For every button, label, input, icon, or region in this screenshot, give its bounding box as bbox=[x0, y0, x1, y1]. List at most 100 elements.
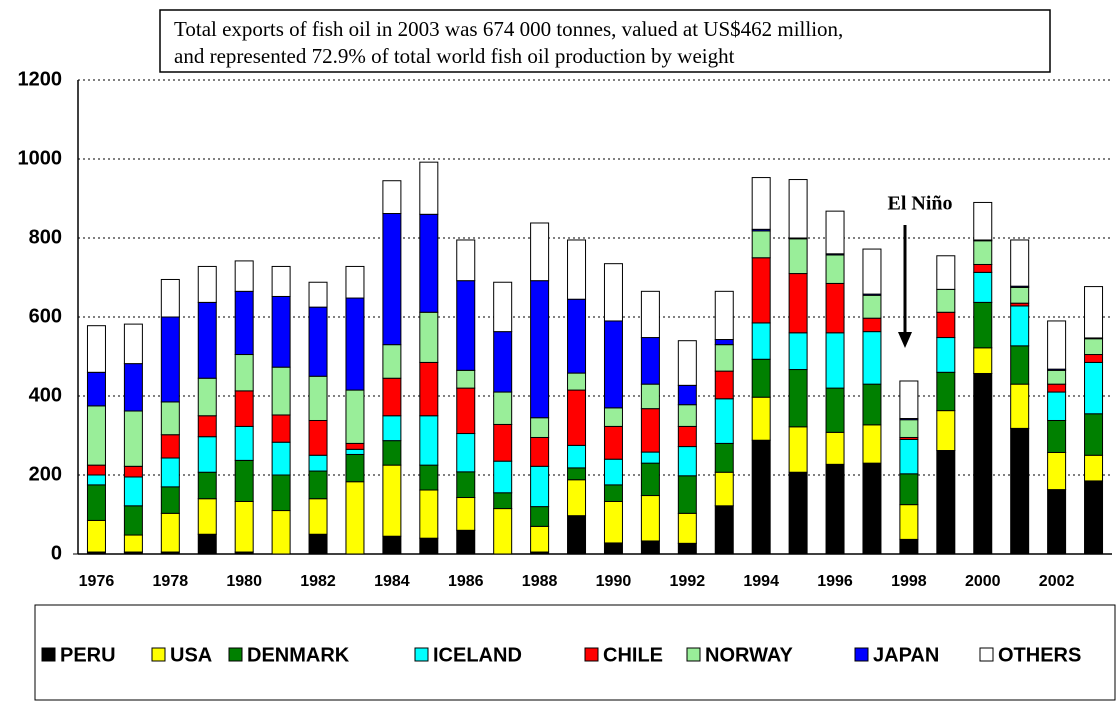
legend-swatch bbox=[854, 647, 869, 662]
bar-segment bbox=[123, 410, 143, 467]
bar-segment bbox=[419, 489, 439, 539]
bar-segment bbox=[862, 317, 882, 333]
x-tick-label: 1990 bbox=[596, 573, 632, 590]
bar-segment bbox=[1047, 383, 1067, 393]
bar-segment bbox=[345, 448, 365, 455]
bar-segment bbox=[899, 380, 919, 420]
legend-swatch bbox=[151, 647, 166, 662]
bar-segment bbox=[1047, 391, 1067, 421]
x-tick-label: 1998 bbox=[891, 573, 927, 590]
bar-segment bbox=[493, 460, 513, 494]
bar-segment bbox=[123, 363, 143, 412]
bar-segment bbox=[86, 484, 106, 521]
legend-label: JAPAN bbox=[873, 644, 939, 666]
bar-segment bbox=[234, 260, 254, 292]
bar-segment bbox=[382, 213, 402, 346]
bar-segment bbox=[419, 415, 439, 466]
bar-segment bbox=[493, 508, 513, 555]
bar-segment bbox=[493, 391, 513, 425]
bar-segment bbox=[197, 415, 217, 438]
bar-segment bbox=[308, 454, 328, 472]
bar-segment bbox=[1047, 451, 1067, 491]
bar-segment bbox=[973, 240, 993, 265]
bar-segment bbox=[456, 433, 476, 473]
bar-segment bbox=[456, 280, 476, 371]
bar-segment bbox=[936, 255, 956, 290]
bar-segment bbox=[493, 492, 513, 510]
bar-segment bbox=[271, 474, 291, 512]
bar-segment bbox=[234, 354, 254, 392]
x-tick-label: 1980 bbox=[226, 573, 262, 590]
bar-segment bbox=[1010, 383, 1030, 429]
bar-segment bbox=[456, 497, 476, 531]
bar-segment bbox=[788, 273, 808, 334]
bar-segment bbox=[234, 500, 254, 553]
bar-segment bbox=[788, 179, 808, 239]
bar-segment bbox=[86, 325, 106, 373]
legend-box bbox=[34, 604, 1116, 701]
bar-segment bbox=[603, 263, 623, 322]
bar-segment bbox=[493, 281, 513, 333]
bar-segment bbox=[271, 510, 291, 555]
bar-segment bbox=[456, 369, 476, 389]
bar-segment bbox=[493, 423, 513, 462]
bar-segment bbox=[197, 377, 217, 417]
bar-segment bbox=[530, 436, 550, 467]
bar-segment bbox=[751, 396, 771, 441]
bar-segment bbox=[197, 471, 217, 500]
bar-segment bbox=[1047, 419, 1067, 453]
bar-segment bbox=[567, 444, 587, 469]
bar-segment bbox=[1084, 480, 1104, 555]
legend-swatch bbox=[41, 647, 56, 662]
bar-segment bbox=[973, 301, 993, 349]
bar-segment bbox=[234, 459, 254, 502]
bar-segment bbox=[567, 515, 587, 555]
bar-segment bbox=[345, 481, 365, 555]
legend-swatch bbox=[414, 647, 429, 662]
bar-segment bbox=[862, 294, 882, 319]
y-tick-label: 200 bbox=[29, 463, 62, 485]
bar-segment bbox=[936, 337, 956, 373]
bar-segment bbox=[308, 533, 328, 555]
bar-segment bbox=[530, 417, 550, 438]
bar-segment bbox=[1084, 361, 1104, 415]
bar-segment bbox=[382, 464, 402, 537]
bar-segment bbox=[751, 358, 771, 398]
bar-segment bbox=[160, 278, 180, 318]
bar-segment bbox=[308, 498, 328, 535]
bar-segment bbox=[936, 311, 956, 339]
bar-segment bbox=[973, 263, 993, 273]
x-tick-label: 1994 bbox=[743, 573, 779, 590]
legend-swatch bbox=[584, 647, 599, 662]
bar-segment bbox=[825, 431, 845, 465]
bar-segment bbox=[751, 322, 771, 360]
bar-segment bbox=[345, 389, 365, 444]
bar-segment bbox=[308, 306, 328, 377]
bar-segment bbox=[382, 377, 402, 417]
bar-segment bbox=[1084, 454, 1104, 482]
bar-segment bbox=[862, 462, 882, 555]
bar-segment bbox=[197, 301, 217, 379]
bar-segment bbox=[862, 331, 882, 385]
x-tick-label: 1996 bbox=[817, 573, 853, 590]
bar-segment bbox=[899, 438, 919, 475]
bar-segment bbox=[603, 425, 623, 460]
bar-segment bbox=[1010, 345, 1030, 385]
bar-segment bbox=[973, 372, 993, 555]
bar-segment bbox=[677, 425, 697, 448]
bar-segment bbox=[714, 471, 734, 507]
bar-segment bbox=[603, 500, 623, 544]
bar-segment bbox=[419, 161, 439, 215]
plot: 0 200 400 600 800 1000 1200 1976 1978 1980 1982 198… bbox=[18, 68, 1112, 666]
x-tick-label: 1988 bbox=[522, 573, 558, 590]
bar-segment bbox=[123, 323, 143, 365]
bar-segment bbox=[567, 467, 587, 481]
bar-segment bbox=[160, 434, 180, 459]
bar-segment bbox=[714, 370, 734, 400]
bar-segment bbox=[567, 298, 587, 374]
bar-segment bbox=[382, 180, 402, 215]
bar-segment bbox=[530, 525, 550, 553]
bar-segment bbox=[382, 535, 402, 555]
bar-segment bbox=[640, 290, 660, 339]
bar-segment bbox=[751, 439, 771, 555]
